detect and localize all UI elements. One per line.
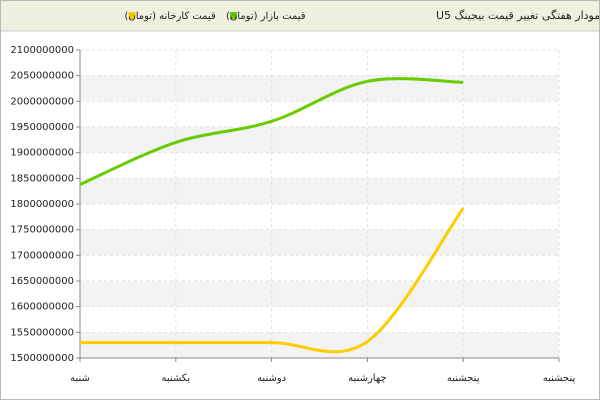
x-tick-label: شنبه xyxy=(70,373,90,384)
legend-swatch xyxy=(128,12,136,19)
y-tick-label: 1500000000 xyxy=(10,353,74,364)
y-tick-label: 1750000000 xyxy=(10,225,74,236)
y-tick-label: 1850000000 xyxy=(10,173,74,184)
x-tick-label: دوشنبه xyxy=(257,373,286,384)
y-tick-label: 1650000000 xyxy=(10,276,74,287)
legend-swatch xyxy=(230,12,237,19)
y-tick-label: 1550000000 xyxy=(10,327,74,338)
x-tick-label: پنجشنبه xyxy=(447,373,480,384)
y-tick-label: 2000000000 xyxy=(10,96,74,107)
chart-title: نمودار هفتگی تغییر قیمت بیجینگ U5 xyxy=(436,9,599,22)
y-tick-label: 1800000000 xyxy=(10,199,74,210)
x-tick-label: پنجشنبه xyxy=(543,373,576,384)
legend: قیمت بازار (تومان) قیمت کارخانه (تومان) xyxy=(124,11,305,22)
y-tick-label: 2050000000 xyxy=(10,71,74,82)
legend-label: قیمت بازار (تومان) xyxy=(226,11,306,22)
series-line xyxy=(80,207,465,354)
plot-area: 1500000000 1550000000 1600000000 1650000000… xyxy=(10,45,575,384)
series-line xyxy=(79,77,464,186)
y-tick-label: 1700000000 xyxy=(10,250,74,261)
band xyxy=(80,229,559,256)
band xyxy=(80,75,559,102)
x-tick-label: یکشنبه xyxy=(161,373,190,384)
legend-label: قیمت کارخانه (تومان) xyxy=(124,11,215,22)
band xyxy=(80,127,559,153)
band xyxy=(80,332,559,358)
x-tick-label: چهارشنبه xyxy=(348,373,386,384)
y-tick-label: 1950000000 xyxy=(10,122,74,133)
header-bar xyxy=(1,1,599,31)
y-tick-label: 1600000000 xyxy=(10,302,74,313)
band xyxy=(80,178,559,204)
y-tick-label: 2100000000 xyxy=(10,45,74,56)
y-tick-label: 1900000000 xyxy=(10,148,74,159)
band xyxy=(80,281,559,307)
